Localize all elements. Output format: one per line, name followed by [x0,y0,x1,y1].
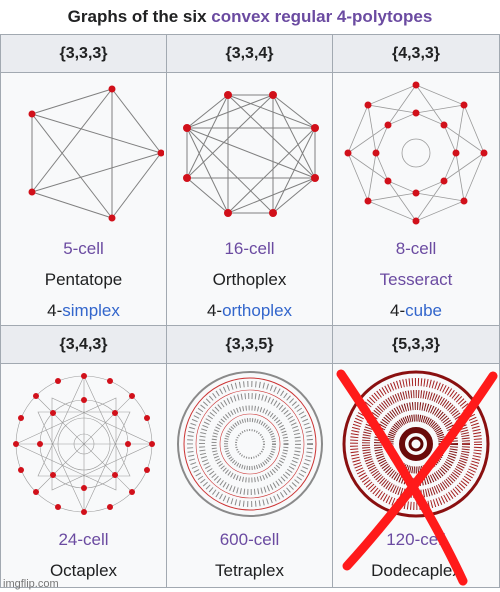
header-cell: {3,3,4} [167,35,332,73]
header-cell: {3,3,5} [167,326,332,364]
table-caption: Graphs of the six convex regular 4-polyt… [0,0,500,34]
caption-link[interactable]: convex regular 4-polytopes [211,7,433,26]
polytope-cell: 8-cell Tesseract 4-cube [333,73,499,325]
tetraplex-graph[interactable] [170,364,330,524]
polytope-name-link[interactable]: 8-cell [395,239,437,258]
dodecaplex-graph[interactable] [336,364,496,524]
polytope-kind: 4-simplex [1,295,166,326]
column-divider [332,35,333,587]
kind-link[interactable]: orthoplex [222,301,293,320]
polytope-name-link[interactable]: 120-cell [386,530,446,549]
header-cell: {3,3,3} [1,35,166,73]
row-divider [1,325,499,326]
polytope-alt-name: Pentatope [44,270,123,289]
kind-link[interactable]: simplex [62,301,120,320]
header-cell: {3,4,3} [1,326,166,364]
header-cell: {4,3,3} [333,35,499,73]
polytope-name-link[interactable]: 5-cell [63,239,104,258]
kind-prefix: 4- [206,301,223,320]
polytope-name-link[interactable]: 600-cell [219,530,280,549]
polytope-alt-name: Dodecaplex [371,561,461,580]
kind-prefix: 4- [47,301,63,320]
orthoplex-graph[interactable] [170,73,330,233]
polytope-name-link[interactable]: 24-cell [58,530,109,549]
column-divider [166,35,167,587]
polytope-name-link[interactable]: 16-cell [224,239,275,258]
polytope-alt-name: Octaplex [49,561,118,580]
tesseract-graph[interactable] [336,73,496,233]
polytope-cell: 16-cell Orthoplex 4-orthoplex [167,73,332,325]
watermark: imgflip.com [3,578,59,590]
polytope-kind: 4-orthoplex [167,295,332,326]
polytope-cell: 600-cell Tetraplex [167,364,332,587]
header-cell: {5,3,3} [333,326,499,364]
polytope-alt-name: Orthoplex [212,270,287,289]
polytope-cell: 5-cell Pentatope 4-simplex [1,73,166,325]
polytope-table: {3,3,3} {3,3,4} {4,3,3} 5-cell Pentatope… [0,34,500,588]
polytope-alt-name[interactable]: Tesseract [379,270,453,289]
polytope-cell: 120-cell Dodecaplex [333,364,499,587]
polytope-kind: 4-cube [333,295,499,326]
caption-prefix: Graphs of the six [67,7,207,26]
pentatope-graph[interactable] [4,73,164,233]
kind-prefix: 4- [390,301,406,320]
octaplex-graph[interactable] [4,364,164,524]
polytope-cell: 24-cell Octaplex [1,364,166,587]
polytope-alt-name: Tetraplex [215,561,284,580]
kind-link[interactable]: cube [405,301,442,320]
